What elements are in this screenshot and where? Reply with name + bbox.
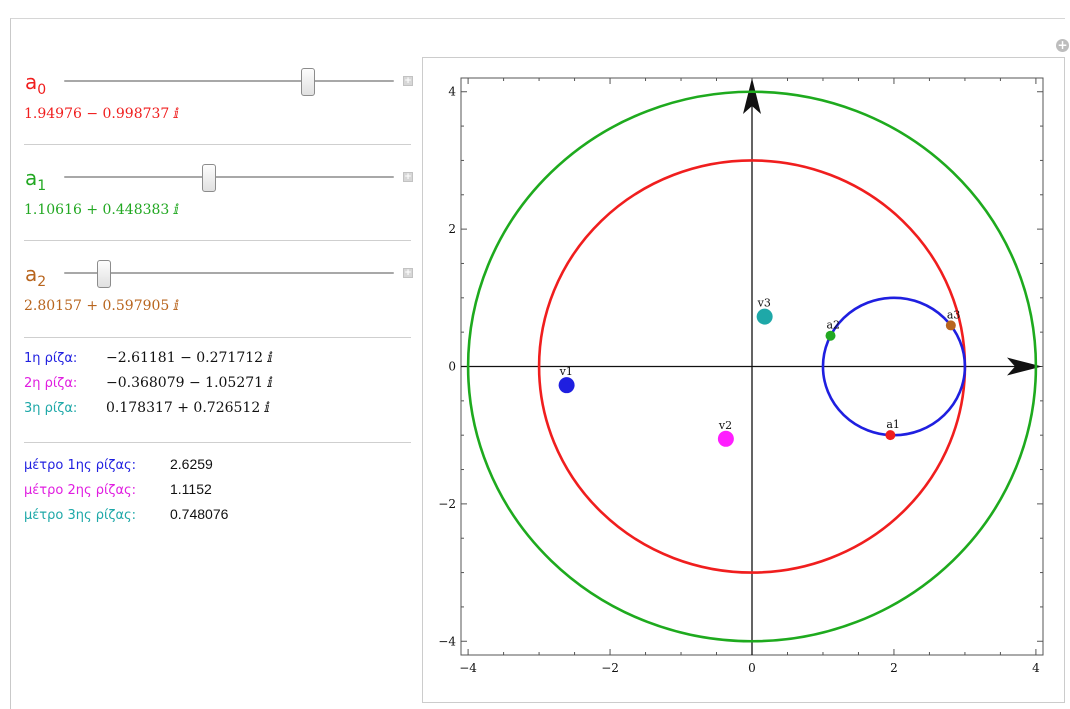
- root-3-label: 3η ρίζα:: [24, 401, 78, 416]
- point-label-v2: v2: [718, 419, 732, 432]
- circle-r4: [466, 90, 1038, 643]
- slider-a2: a2 + 2.80157 + 0.597905 ⅈ: [10, 252, 420, 342]
- divider: [24, 144, 411, 145]
- slider-a0-label: a0: [25, 70, 47, 98]
- slider-a1-label: a1: [25, 166, 47, 194]
- x-tick-label: −2: [601, 661, 619, 675]
- point-a1: [885, 430, 896, 441]
- slider-a1-thumb[interactable]: [202, 164, 217, 192]
- manipulate-frame: [10, 18, 1065, 709]
- slider-a0-track[interactable]: [64, 80, 394, 82]
- modulus-row-1: μέτρο 1ης ρίζας: 2.6259: [24, 456, 213, 473]
- point-label-a1: a1: [886, 418, 900, 431]
- root-2-label: 2η ρίζα:: [24, 376, 78, 391]
- y-axis-arrow: [743, 78, 761, 114]
- slider-a2-label: a2: [25, 262, 47, 290]
- x-tick-label: 4: [1032, 661, 1040, 675]
- slider-a2-value: 2.80157 + 0.597905 ⅈ: [24, 298, 180, 314]
- root-2-value: −0.368079 − 1.05271 ⅈ: [106, 375, 273, 391]
- plot-area: −4 −2 0 2 4 4 2 0 −2 −4 v1 v2 v3 a1 a2 a3: [422, 57, 1065, 703]
- y-tick-label: 4: [448, 85, 456, 99]
- modulus-row-2: μέτρο 2ης ρίζας: 1.1152: [24, 481, 212, 498]
- root-row-2: 2η ρίζα: −0.368079 − 1.05271 ⅈ: [24, 375, 273, 391]
- root-1-value: −2.61181 − 0.271712 ⅈ: [106, 350, 273, 366]
- slider-a1-value: 1.10616 + 0.448383 ⅈ: [24, 202, 180, 218]
- slider-a2-expand-icon[interactable]: +: [403, 268, 413, 278]
- x-tick-label: 0: [748, 661, 756, 675]
- point-label-a2: a2: [827, 319, 841, 332]
- point-a3: [945, 320, 956, 331]
- y-tick-label: −2: [438, 497, 456, 511]
- divider: [24, 240, 411, 241]
- modulus-1-label: μέτρο 1ης ρίζας:: [24, 458, 137, 473]
- x-axis-arrow: [1007, 357, 1042, 376]
- modulus-row-3: μέτρο 3ης ρίζας: 0.748076: [24, 506, 228, 523]
- expand-icon[interactable]: +: [1056, 38, 1069, 52]
- x-tick-label: −4: [459, 661, 477, 675]
- complex-plane-plot: −4 −2 0 2 4 4 2 0 −2 −4 v1 v2 v3 a1 a2 a3: [438, 77, 1044, 675]
- root-row-1: 1η ρίζα: −2.61181 − 0.271712 ⅈ: [24, 350, 273, 366]
- slider-a0-expand-icon[interactable]: +: [403, 76, 413, 86]
- point-label-v1: v1: [559, 365, 573, 378]
- y-tick-label: 2: [448, 222, 456, 236]
- root-1-label: 1η ρίζα:: [24, 351, 78, 366]
- slider-a0-thumb[interactable]: [301, 68, 316, 96]
- point-v2: [717, 430, 734, 447]
- modulus-2-label: μέτρο 2ης ρίζας:: [24, 483, 137, 498]
- slider-a1: a1 + 1.10616 + 0.448383 ⅈ: [10, 156, 420, 246]
- divider: [24, 442, 411, 443]
- slider-a2-thumb[interactable]: [96, 260, 111, 288]
- slider-a1-track[interactable]: [64, 176, 394, 178]
- point-label-v3: v3: [757, 297, 771, 310]
- slider-a0: a0 + 1.94976 − 0.998737 ⅈ: [10, 60, 420, 150]
- point-label-a3: a3: [947, 308, 961, 321]
- point-v1: [558, 377, 575, 394]
- slider-a1-expand-icon[interactable]: +: [403, 172, 413, 182]
- modulus-2-value: 1.1152: [170, 481, 212, 497]
- x-tick-label: 2: [890, 661, 898, 675]
- slider-a0-value: 1.94976 − 0.998737 ⅈ: [24, 106, 180, 122]
- y-tick-label: 0: [448, 360, 456, 374]
- slider-a2-track[interactable]: [64, 272, 394, 274]
- y-tick-label: −4: [438, 634, 456, 648]
- modulus-1-value: 2.6259: [170, 456, 213, 472]
- modulus-3-label: μέτρο 3ης ρίζας:: [24, 508, 137, 523]
- point-a2: [825, 330, 836, 341]
- point-v3: [756, 308, 773, 325]
- root-3-value: 0.178317 + 0.726512 ⅈ: [106, 400, 271, 416]
- root-row-3: 3η ρίζα: 0.178317 + 0.726512 ⅈ: [24, 400, 270, 416]
- divider: [24, 337, 411, 338]
- modulus-3-value: 0.748076: [170, 506, 229, 522]
